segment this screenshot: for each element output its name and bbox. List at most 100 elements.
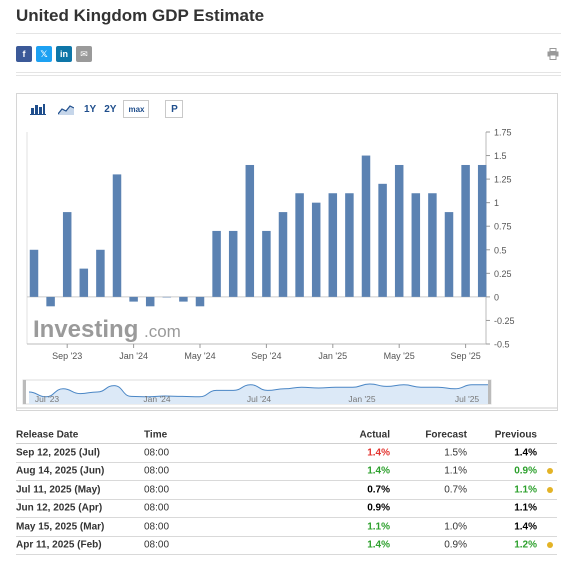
bar [311,202,321,297]
actual-value: 1.4% [367,539,390,551]
forecast-value: 0.9% [444,539,467,551]
bar [179,296,188,302]
bar [129,296,138,302]
investing-watermark-suffix: .com [144,322,181,341]
header-time: Time [144,429,168,440]
bar [278,212,288,297]
bar [112,174,122,297]
y-tick-label: 1 [494,198,499,208]
navigator-label: Jul '24 [247,394,272,404]
actual-value: 1.4% [367,465,390,477]
x-tick-label: Sep '24 [251,351,281,361]
chart-container: 1Y 2Y max P 1.75 1.5 1.25 1 0.75 0.5 0.25 0 -0.2… [16,93,558,411]
navigator-handle-left [23,380,26,404]
header-forecast: Forecast [425,429,467,440]
share-bar: f 𝕏 in ✉ [16,46,92,62]
bar [46,296,55,307]
previous-value: 0.9% [514,465,537,477]
table-row: May 15, 2025 (Mar) 08:00 1.1% 1.0% 1.4% [16,518,557,537]
release-time: 08:00 [144,484,170,496]
header-release-date: Release Date [16,429,79,440]
bar [29,249,39,297]
x-tick-label: May '24 [184,351,215,361]
bar [394,164,404,297]
y-tick-label: 1.25 [494,175,512,185]
navigator-label: Jul '25 [455,394,480,404]
bar [145,296,155,307]
y-tick-label: 0.5 [494,245,507,255]
release-time: 08:00 [144,447,170,459]
email-icon[interactable]: ✉ [76,46,92,62]
release-date: Jul 11, 2025 (May) [16,484,101,496]
release-time: 08:00 [144,539,170,551]
release-date: Sep 12, 2025 (Jul) [16,447,100,459]
bar [361,155,371,297]
actual-value: 1.4% [367,447,390,459]
navigator-handle-right [488,380,491,404]
release-time: 08:00 [144,465,170,477]
share-divider-2 [16,75,561,76]
range-2y-button[interactable]: 2Y [104,103,117,115]
page-title: United Kingdom GDP Estimate [16,6,265,25]
actual-value: 0.7% [367,484,390,496]
bar [477,164,487,297]
release-date: May 15, 2025 (Mar) [16,521,105,533]
chart-toolbar: 1Y 2Y max P [27,100,184,118]
y-tick-label: 0.75 [494,222,512,232]
bar [212,230,221,297]
previous-value: 1.4% [514,447,537,459]
release-time: 08:00 [144,502,170,514]
bar [444,212,454,297]
print-icon[interactable] [547,48,559,60]
bar [96,249,105,297]
twitter-icon[interactable]: 𝕏 [36,46,52,62]
range-1y-button[interactable]: 1Y [84,103,97,115]
share-divider [16,72,561,73]
navigator-line [28,383,489,398]
bar [295,193,304,297]
bar [79,268,89,297]
history-table: Release Date Time Actual Forecast Previo… [16,426,557,555]
area-chart-icon[interactable] [55,100,77,118]
release-date: Aug 14, 2025 (Jun) [16,465,105,477]
navigator-area [29,384,489,404]
bar [195,296,205,307]
forecast-value: 1.5% [444,447,467,459]
revision-dot-icon [547,542,553,549]
x-tick-label: Jan '24 [119,351,148,361]
navigator-label: Jan '24 [143,394,170,404]
navigator-label: Jul '23 [35,394,60,404]
y-tick-label: -0.5 [494,340,510,350]
table-header-row: Release Date Time Actual Forecast Previo… [16,426,557,444]
bar [245,164,255,297]
actual-value: 0.9% [367,502,390,514]
previous-value: 1.1% [514,484,537,496]
release-date: Apr 11, 2025 (Feb) [16,539,102,551]
p-button[interactable]: P [165,100,184,118]
bar [62,212,72,297]
table-row: Jun 12, 2025 (Apr) 08:00 0.9% 1.1% [16,500,557,518]
y-tick-label: 1.75 [494,128,512,138]
gdp-bar-chart: 1.75 1.5 1.25 1 0.75 0.5 0.25 0 -0.25 -0.5 Investi… [17,128,557,409]
bar [345,193,354,297]
revision-dot-icon [547,486,553,493]
forecast-value: 1.1% [444,465,467,477]
header-actual: Actual [359,429,390,440]
title-divider [16,33,561,34]
y-tick-label: 0.25 [494,269,512,279]
previous-value: 1.2% [514,539,537,551]
investing-watermark: Investing [33,316,138,343]
linkedin-icon[interactable]: in [56,46,72,62]
bar [228,230,238,297]
y-tick-label: -0.25 [494,316,515,326]
forecast-value: 1.0% [444,521,467,533]
header-previous: Previous [494,429,537,440]
y-tick-label: 1.5 [494,151,507,161]
actual-value: 1.1% [367,521,390,533]
x-tick-label: Sep '23 [52,351,82,361]
facebook-icon[interactable]: f [16,46,32,62]
bar-chart-icon[interactable] [27,100,49,118]
range-max-button[interactable]: max [123,100,150,118]
release-time: 08:00 [144,521,170,533]
